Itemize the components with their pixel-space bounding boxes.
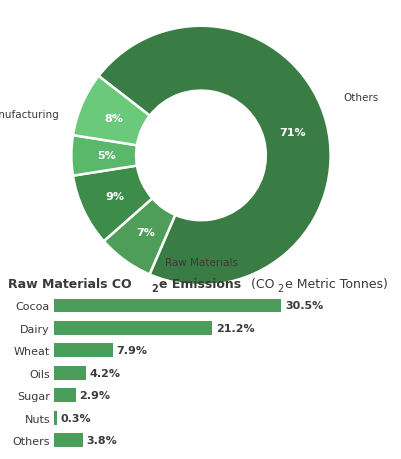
- Text: 7%: 7%: [136, 228, 154, 237]
- Bar: [54, 411, 57, 425]
- Bar: [54, 366, 85, 380]
- Text: 71%: 71%: [279, 128, 305, 138]
- Wedge shape: [103, 199, 175, 275]
- Text: Raw Materials: Raw Materials: [164, 257, 237, 267]
- Text: Manufacturing: Manufacturing: [0, 110, 58, 120]
- Wedge shape: [73, 166, 152, 241]
- Text: 9%: 9%: [105, 191, 125, 201]
- Text: 4.2%: 4.2%: [89, 368, 120, 378]
- Wedge shape: [98, 27, 330, 285]
- Bar: [54, 299, 280, 313]
- Text: 0.3%: 0.3%: [60, 413, 91, 423]
- Bar: [54, 344, 113, 358]
- Text: (CO: (CO: [247, 277, 274, 290]
- Text: 2: 2: [276, 284, 283, 294]
- Text: 21.2%: 21.2%: [215, 323, 254, 333]
- Text: 2.9%: 2.9%: [79, 390, 110, 400]
- Text: 5%: 5%: [97, 151, 115, 161]
- Text: e Emissions: e Emissions: [159, 277, 241, 290]
- Bar: [54, 321, 211, 335]
- Text: Others: Others: [343, 93, 378, 103]
- Wedge shape: [71, 136, 137, 176]
- Bar: [54, 388, 76, 402]
- Text: Raw Materials CO: Raw Materials CO: [8, 277, 132, 290]
- Bar: [54, 433, 82, 447]
- Wedge shape: [73, 77, 150, 146]
- Text: 8%: 8%: [104, 113, 123, 123]
- Text: 2: 2: [151, 284, 158, 294]
- Text: 30.5%: 30.5%: [284, 301, 322, 311]
- Text: 7.9%: 7.9%: [116, 346, 148, 356]
- Text: e Metric Tonnes): e Metric Tonnes): [284, 277, 387, 290]
- Text: 3.8%: 3.8%: [86, 435, 117, 445]
